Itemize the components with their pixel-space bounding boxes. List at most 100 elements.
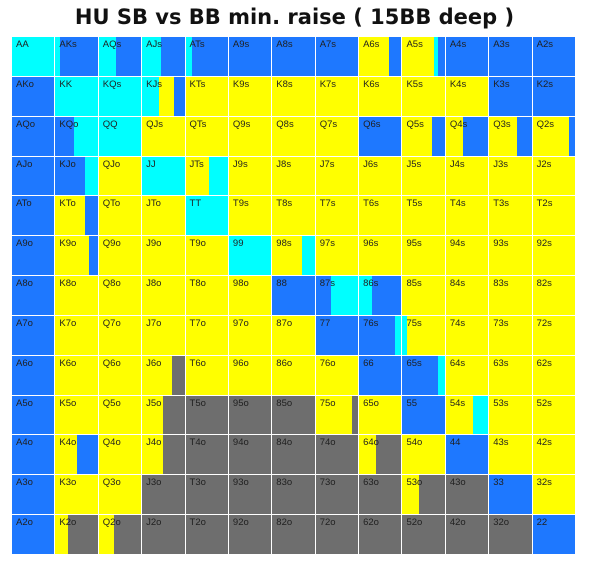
hand-label: Q8s — [276, 118, 294, 130]
hand-cell-fill — [142, 76, 160, 116]
hand-cell-fill — [516, 116, 532, 156]
hand-cell-42o: 42o — [445, 515, 490, 555]
hand-cell-83s: 83s — [489, 276, 533, 316]
hand-cell-J9o: J9o — [142, 236, 186, 277]
hand-cell-fill — [419, 475, 445, 515]
hand-cell-fill — [98, 76, 142, 116]
hand-cell-fill — [185, 236, 228, 276]
hand-cell-fill — [272, 156, 315, 196]
hand-cell-fill — [12, 276, 55, 315]
hand-label: QJs — [146, 118, 164, 130]
hand-cell-fill — [402, 196, 445, 236]
hand-cell-fill — [98, 236, 142, 276]
hand-cell-99: 99 — [228, 236, 273, 277]
hand-label: A2o — [16, 517, 33, 529]
hand-cell-fill — [163, 395, 185, 435]
hand-cell-fill — [489, 395, 532, 435]
hand-label: QTs — [189, 118, 207, 130]
hand-cell-fill — [445, 355, 489, 395]
hand-label: J2o — [146, 517, 162, 529]
hand-cell-fill — [402, 276, 445, 315]
hand-cell-AQs: AQs — [98, 37, 143, 77]
hand-cell-fill — [489, 355, 532, 395]
hand-label: T5o — [189, 397, 206, 409]
hand-label: 22 — [536, 517, 548, 529]
hand-cell-54o: 54o — [402, 435, 446, 476]
hand-label: 74s — [449, 317, 466, 329]
hand-range-grid: AA AKs AQs AJs ATs A9s A8s A7s A6s A5s A4s A3s A2s AK… — [12, 37, 576, 555]
hand-label: J4s — [449, 158, 465, 170]
hand-cell-52s: 52s — [532, 395, 576, 436]
hand-cell-55: 55 — [402, 395, 446, 436]
hand-cell-J2o: J2o — [142, 515, 186, 555]
hand-label: A4o — [16, 437, 33, 449]
hand-cell-fill — [228, 435, 272, 475]
hand-label: K5s — [406, 78, 423, 90]
hand-cell-fill — [98, 196, 142, 236]
hand-cell-fill — [228, 37, 272, 76]
hand-cell-fill — [445, 156, 489, 196]
hand-cell-fill — [55, 236, 90, 276]
hand-cell-fill — [402, 37, 435, 76]
hand-cell-fill — [462, 116, 489, 156]
hand-cell-T2o: T2o — [185, 515, 229, 555]
hand-label: K9s — [232, 78, 250, 90]
hand-label: 87o — [276, 317, 293, 329]
hand-label: 84o — [276, 437, 293, 449]
hand-label: 98o — [232, 278, 249, 290]
hand-cell-T9o: T9o — [185, 236, 229, 277]
hand-label: 55 — [406, 397, 418, 409]
hand-cell-fill — [98, 395, 142, 435]
hand-label: 54s — [449, 397, 466, 409]
hand-cell-fill — [315, 156, 359, 196]
hand-cell-fill — [272, 355, 315, 395]
hand-label: 94o — [232, 437, 249, 449]
hand-cell-fill — [489, 236, 532, 276]
hand-label: 77 — [319, 317, 331, 329]
hand-label: KTo — [59, 198, 76, 210]
hand-cell-fill — [359, 515, 402, 554]
hand-cell-fill — [402, 116, 433, 156]
hand-label: K6o — [59, 357, 77, 369]
hand-label: J8o — [146, 278, 162, 290]
hand-cell-fill — [171, 355, 185, 395]
hand-cell-88: 88 — [272, 276, 316, 316]
hand-label: K5o — [59, 397, 77, 409]
hand-cell-fill — [55, 315, 98, 355]
hand-cell-Q7o: Q7o — [98, 315, 143, 356]
hand-label: Q4s — [449, 118, 468, 130]
hand-cell-A5s: A5s — [402, 37, 446, 77]
hand-cell-fill — [359, 355, 402, 395]
hand-label: K4o — [59, 437, 77, 449]
hand-cell-98s: 98s — [272, 236, 316, 277]
hand-cell-K4o: K4o — [55, 435, 99, 476]
hand-cell-fill — [445, 435, 489, 475]
hand-cell-fill — [445, 37, 489, 76]
hand-cell-Q3s: Q3s — [489, 116, 533, 157]
hand-cell-fill — [12, 515, 55, 554]
hand-cell-fill — [12, 355, 55, 395]
hand-cell-K2s: K2s — [532, 76, 576, 117]
hand-cell-86s: 86s — [359, 276, 403, 316]
hand-cell-fill — [228, 395, 272, 435]
hand-label: 33 — [493, 477, 504, 489]
hand-label: T9s — [232, 198, 249, 210]
hand-cell-K5o: K5o — [55, 395, 99, 436]
hand-label: 53o — [406, 477, 423, 489]
hand-cell-87s: 87s — [315, 276, 360, 316]
hand-cell-Q2s: Q2s — [532, 116, 576, 157]
hand-label: 32s — [536, 477, 552, 489]
hand-cell-fill — [55, 395, 98, 435]
hand-cell-fill — [98, 355, 142, 395]
hand-cell-fill — [445, 315, 489, 355]
hand-cell-92o: 92o — [228, 515, 273, 555]
hand-cell-Q5s: Q5s — [402, 116, 446, 157]
hand-cell-96s: 96s — [359, 236, 403, 277]
hand-cell-fill — [142, 276, 185, 315]
hand-label: J9s — [232, 158, 248, 170]
hand-label: 97s — [319, 238, 336, 250]
hand-cell-fill — [185, 355, 228, 395]
hand-cell-fill — [76, 435, 98, 475]
hand-label: AJs — [146, 39, 162, 50]
hand-label: J4o — [146, 437, 162, 449]
